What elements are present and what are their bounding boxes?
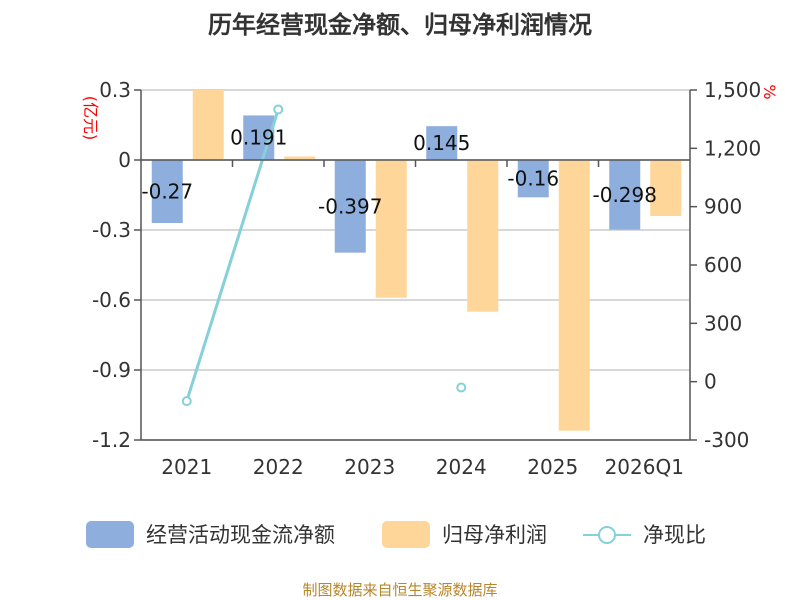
ratio-line-series [181, 104, 467, 407]
bars [151, 90, 682, 431]
x-axis-tick-label: 2023 [344, 455, 395, 479]
data-label-cashflow: -0.397 [318, 194, 382, 218]
bar-netprofit [650, 160, 682, 216]
left-axis-tick-label: -1.2 [92, 428, 131, 452]
bar-netprofit [284, 156, 316, 160]
data-label-cashflow: -0.298 [593, 183, 657, 207]
data-label-cashflow: 0.145 [413, 131, 470, 155]
legend-label-cashflow: 经营活动现金流净额 [146, 523, 335, 547]
left-axis-tick-label: 0.3 [99, 78, 131, 102]
right-axis-tick-label: 300 [704, 311, 742, 335]
bar-cashflow [609, 160, 641, 230]
ratio-line [185, 108, 280, 402]
right-axis-tick-label: 600 [704, 253, 742, 277]
left-axis-tick-label: -0.9 [92, 358, 131, 382]
right-axis-unit: % [760, 84, 779, 99]
ratio-point [181, 396, 192, 407]
legend: 经营活动现金流净额 归母净利润 净现比 [86, 521, 706, 548]
right-axis-tick-label: 900 [704, 195, 742, 219]
x-axis-tick-label: 2024 [436, 455, 487, 479]
left-axis-tick-label: -0.3 [92, 218, 131, 242]
legend-swatch-cashflow [86, 521, 134, 548]
x-axis-tick-label: 2025 [527, 455, 578, 479]
right-axis-tick-label: 1,200 [704, 136, 761, 160]
ratio-point [456, 382, 467, 393]
legend-item-cashflow: 经营活动现金流净额 [86, 521, 335, 548]
legend-label-ratio: 净现比 [643, 523, 706, 547]
left-axis-tick-label: -0.6 [92, 288, 131, 312]
source-note: 制图数据来自恒生聚源数据库 [302, 581, 497, 599]
bar-netprofit [375, 160, 407, 298]
legend-swatch-netprofit [382, 521, 430, 548]
data-label-cashflow: -0.27 [141, 180, 193, 204]
x-axis-tick-label: 2021 [161, 455, 212, 479]
left-axis-unit: (亿元) [81, 96, 100, 141]
data-labels: -0.27 0.191 -0.397 0.145 -0.16 -0.298 [141, 126, 657, 219]
legend-marker-ratio [598, 526, 616, 544]
bar-netprofit [467, 160, 499, 312]
axes: 0.3 0 -0.3 -0.6 -0.9 -1.2 1,500 1,200 900 600 300 0… [92, 78, 761, 479]
bar-cashflow [334, 160, 366, 253]
right-axis-tick-label: 1,500 [704, 78, 761, 102]
right-axis-tick-label: -300 [704, 428, 749, 452]
bar-netprofit [192, 90, 224, 160]
x-axis-tick-label: 2022 [253, 455, 304, 479]
data-label-cashflow: 0.191 [230, 126, 287, 150]
x-axis-tick-label: 2026Q1 [605, 455, 684, 479]
left-axis-tick-label: 0 [118, 148, 131, 172]
bar-cashflow [151, 160, 183, 223]
legend-item-netprofit: 归母净利润 [382, 521, 547, 548]
data-label-cashflow: -0.16 [507, 167, 559, 191]
ratio-point [273, 104, 284, 115]
bar-cashflow [517, 160, 549, 198]
chart-title: 历年经营现金净额、归母净利润情况 [208, 11, 592, 39]
legend-label-netprofit: 归母净利润 [442, 523, 547, 547]
bar-cashflow [426, 126, 458, 160]
right-axis-tick-label: 0 [704, 370, 717, 394]
bar-netprofit [558, 160, 590, 431]
legend-item-ratio: 净现比 [583, 523, 706, 547]
